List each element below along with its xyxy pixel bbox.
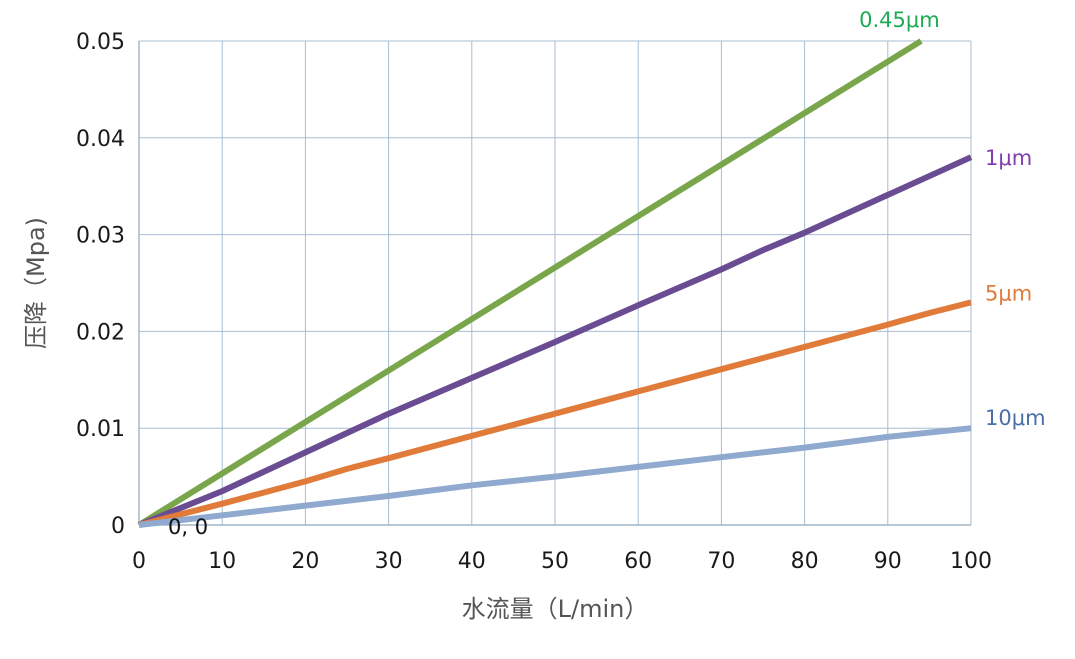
series-lines	[137, 38, 973, 528]
x-tick-label: 60	[624, 549, 652, 574]
series-labels: 0.45μm 1μm 5μm 10μm	[859, 8, 1045, 430]
series-line	[138, 425, 972, 528]
series-label: 1μm	[985, 146, 1032, 170]
x-tick-label: 100	[950, 549, 992, 574]
y-axis-title: 压降（Mpa)	[22, 217, 50, 349]
x-tick-label: 70	[707, 549, 735, 574]
series-line	[138, 299, 972, 528]
y-tick-label: 0.02	[76, 320, 125, 345]
x-tick-label: 80	[791, 549, 819, 574]
y-tick-label: 0.03	[76, 224, 125, 249]
series-label: 10μm	[985, 406, 1046, 430]
y-tick-label: 0.05	[76, 30, 125, 55]
series-label: 0.45μm	[859, 8, 940, 32]
x-tick-labels: 0 10 20 30 40 50 60 70 80 90 100	[132, 549, 992, 574]
y-tick-label: 0.01	[76, 417, 125, 442]
x-tick-label: 10	[208, 549, 236, 574]
origin-annotation: 0, 0	[168, 515, 208, 539]
y-tick-label: 0.04	[76, 127, 125, 152]
series-line	[137, 38, 923, 528]
y-tick-labels: 0 0.01 0.02 0.03 0.04 0.05	[76, 30, 125, 539]
series-label: 5μm	[985, 281, 1032, 305]
x-tick-label: 90	[874, 549, 902, 574]
x-tick-label: 20	[291, 549, 319, 574]
x-axis-title: 水流量（L/min）	[462, 595, 649, 623]
x-tick-label: 50	[541, 549, 569, 574]
x-tick-label: 30	[375, 549, 403, 574]
y-tick-label: 0	[111, 514, 125, 539]
series-line	[137, 154, 973, 528]
grid	[138, 40, 972, 526]
x-tick-label: 40	[458, 549, 486, 574]
axes	[138, 41, 971, 526]
x-tick-label: 0	[132, 549, 146, 574]
